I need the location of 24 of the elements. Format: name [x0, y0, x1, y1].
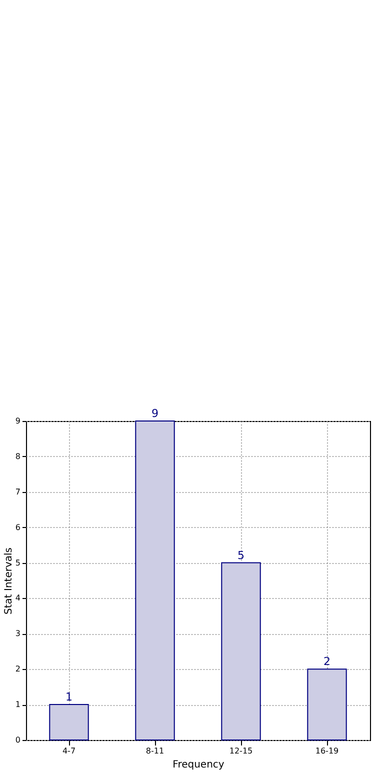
bar	[307, 668, 347, 740]
y-tick-label: 8	[15, 452, 20, 461]
data-label: 2	[324, 655, 330, 668]
y-tick-label: 3	[15, 629, 20, 638]
y-axis-title: Stat Intervals	[3, 547, 14, 615]
y-tick-label: 9	[15, 416, 20, 426]
data-label: 1	[66, 690, 72, 704]
y-tick-label: 6	[15, 522, 20, 532]
y-tick-label: 4	[15, 594, 20, 603]
bar	[221, 562, 261, 740]
y-tick-label: 0	[15, 736, 20, 744]
y-tick-label: 5	[15, 558, 20, 568]
x-axis-title: Frequency	[172, 760, 224, 770]
y-tick-label: 1	[15, 700, 20, 710]
x-tick-label: 8-11	[146, 746, 164, 756]
data-label: 9	[152, 407, 158, 420]
y-tick-label: 7	[15, 487, 20, 496]
bar	[135, 420, 175, 740]
bar	[49, 704, 89, 740]
y-tick-label: 2	[15, 664, 20, 674]
x-tick-label: 4-7	[62, 746, 76, 756]
data-label: 5	[238, 548, 244, 562]
x-tick-label: 12-15	[229, 746, 253, 756]
x-tick-label: 16-19	[315, 746, 339, 756]
